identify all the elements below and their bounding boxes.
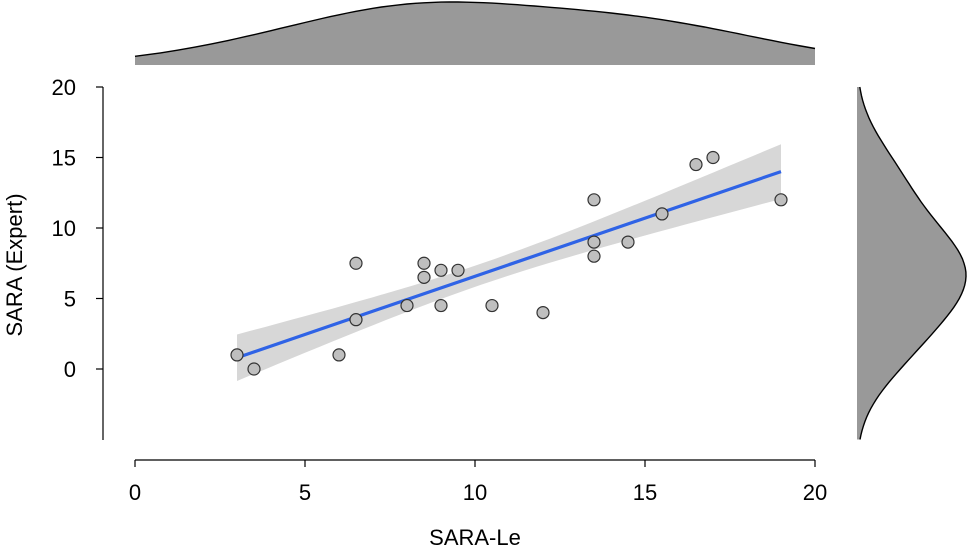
data-point — [587, 249, 601, 263]
y-tick-label: 5 — [64, 287, 76, 312]
data-point — [655, 207, 669, 221]
y-tick-label: 15 — [52, 146, 76, 171]
points-layer — [230, 150, 788, 376]
y-tick-label: 10 — [52, 216, 76, 241]
data-point — [536, 306, 550, 320]
data-point — [349, 313, 363, 327]
y-tick-label: 0 — [64, 357, 76, 382]
x-density-curve — [134, 1, 816, 57]
data-point — [451, 263, 465, 277]
data-point — [332, 348, 346, 362]
x-tick-label: 0 — [129, 480, 141, 505]
data-point — [774, 193, 788, 207]
data-point — [417, 270, 431, 284]
data-point — [247, 362, 261, 376]
x-tick-label: 20 — [803, 480, 827, 505]
data-point — [485, 298, 499, 313]
data-point — [587, 235, 601, 249]
y-density-area — [857, 87, 966, 440]
x-marginal-density — [134, 1, 816, 65]
x-axis-title: SARA-Le — [429, 525, 521, 550]
axes: 0 5 10 15 20 0 5 10 15 20 — [52, 75, 828, 505]
confidence-band — [237, 144, 781, 381]
data-point — [587, 193, 601, 207]
x-tick-label: 5 — [299, 480, 311, 505]
x-density-area — [135, 2, 815, 65]
y-density-curve — [859, 86, 967, 440]
data-point — [689, 157, 703, 172]
data-point — [400, 298, 414, 313]
y-tick-label: 20 — [52, 75, 76, 100]
confidence-band-layer — [237, 144, 781, 381]
data-point — [417, 256, 431, 270]
data-point — [230, 348, 244, 362]
y-axis-title: SARA (Expert) — [2, 193, 27, 336]
data-point — [621, 235, 635, 249]
regression-line — [236, 170, 782, 360]
data-point — [706, 150, 720, 165]
data-point — [434, 263, 448, 277]
x-tick-label: 10 — [463, 480, 487, 505]
x-tick-label: 15 — [633, 480, 657, 505]
data-point — [434, 298, 448, 313]
data-point — [349, 256, 363, 270]
regression-line-layer — [236, 170, 782, 360]
y-marginal-density — [857, 86, 967, 440]
